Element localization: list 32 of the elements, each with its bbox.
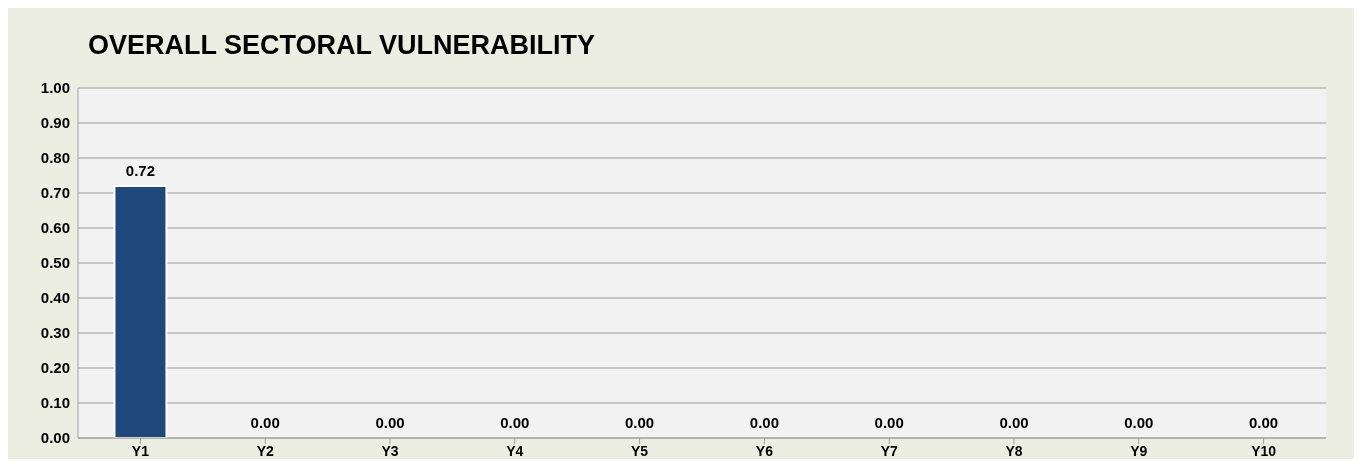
x-tick-label: Y8: [1005, 442, 1023, 459]
x-tick-label: Y9: [1130, 442, 1148, 459]
y-tick-label: 0.10: [40, 394, 70, 412]
y-tick-label: 0.40: [40, 289, 70, 307]
y-tick-label: 0.90: [40, 114, 70, 132]
data-label: 0.00: [250, 414, 280, 431]
x-tick-label: Y1: [131, 442, 150, 459]
y-tick-label: 0.80: [40, 149, 70, 167]
y-tick-label: 1.00: [40, 79, 70, 97]
y-tick-label: 0.00: [40, 429, 70, 447]
y-tick-label: 0.70: [40, 184, 70, 202]
x-tick-label: Y4: [506, 442, 524, 459]
data-label: 0.00: [625, 414, 655, 431]
data-label: 0.00: [1124, 414, 1154, 431]
y-tick-label: 0.60: [40, 219, 70, 237]
data-label: 0.00: [999, 414, 1029, 431]
data-label: 0.72: [125, 162, 155, 179]
y-tick-label: 0.30: [40, 324, 70, 342]
data-label: 0.00: [500, 414, 530, 431]
x-tick-label: Y3: [381, 442, 399, 459]
y-tick-label: 0.20: [40, 359, 70, 377]
data-label: 0.00: [749, 414, 779, 431]
data-label: 0.00: [874, 414, 904, 431]
x-tick-label: Y2: [256, 442, 274, 459]
x-tick-label: Y10: [1251, 442, 1277, 459]
x-tick-label: Y6: [755, 442, 774, 459]
x-tick-label: Y5: [631, 442, 649, 459]
y-tick-label: 0.50: [40, 254, 70, 272]
chart-title: OVERALL SECTORAL VULNERABILITY: [88, 30, 596, 61]
x-tick-label: Y7: [880, 442, 898, 459]
data-label: 0.00: [375, 414, 405, 431]
data-label: 0.00: [1249, 414, 1279, 431]
